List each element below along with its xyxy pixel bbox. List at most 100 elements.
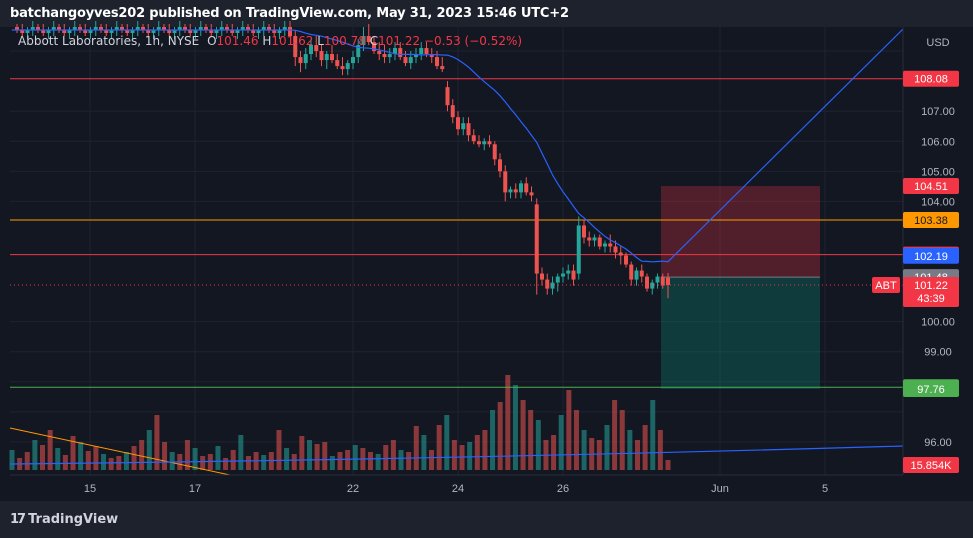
candle-body (414, 54, 418, 58)
candle-body (293, 36, 298, 58)
volume-bar (291, 454, 297, 470)
candle-body (240, 27, 245, 31)
volume-bar (429, 450, 435, 470)
candle-body (141, 27, 145, 31)
volume-bar (47, 430, 53, 470)
candle-body (209, 30, 214, 34)
volume-bar (40, 445, 46, 470)
candle-body (566, 270, 571, 274)
volume-bar (634, 440, 640, 470)
candle-body (540, 273, 544, 280)
price-tick: 96.00 (924, 437, 952, 449)
candle-body (487, 141, 492, 145)
candle-body (529, 192, 534, 196)
volume-bar (505, 375, 511, 470)
volume-bar (558, 415, 564, 470)
volume-bar (192, 448, 198, 470)
legend-high-label: H (262, 34, 272, 48)
volume-bar (604, 425, 610, 470)
candle-body (104, 30, 109, 34)
candle-body (519, 183, 523, 193)
volume-bar (665, 460, 671, 470)
footer-bar (0, 501, 973, 538)
candle-body (372, 42, 376, 52)
volume-bar (573, 410, 579, 470)
legend-close-value: 101.22 (378, 34, 421, 48)
candle-body (650, 282, 655, 289)
candle-body (41, 30, 46, 34)
volume-bar (108, 458, 114, 470)
candle-body (429, 54, 434, 58)
volume-bar (230, 450, 236, 470)
candle-body (471, 135, 476, 142)
candle-body (15, 27, 19, 31)
legend-low-label: L (317, 34, 324, 48)
legend-close-label: C (369, 34, 379, 48)
candle-body (503, 171, 508, 193)
volume-bar (261, 455, 267, 470)
volume-ma-line (9, 445, 904, 465)
volume-bar (581, 430, 587, 470)
candle-body (251, 30, 256, 34)
tradingview-logo[interactable]: 17 TradingView (10, 512, 118, 527)
candle-body (440, 66, 445, 70)
symbol-tag: ABT (875, 280, 897, 292)
volume-bar (512, 385, 518, 470)
volume-bar (62, 455, 68, 470)
time-tick: 5 (822, 483, 828, 495)
candle-body (366, 36, 371, 43)
candle-body (288, 27, 292, 37)
position-price-tag: 97.76 (917, 384, 945, 396)
last-price-countdown: 43:39 (917, 293, 945, 305)
volume-bar (421, 435, 427, 470)
candle-body (608, 243, 613, 247)
volume-bar (215, 446, 221, 470)
legend-change: −0.53 (−0.52%) (423, 34, 523, 48)
volume-bar (482, 430, 488, 470)
publisher-text: batchangoyves202 published on TradingVie… (10, 6, 569, 21)
line-price-tag-bg (903, 70, 959, 87)
line-price-tag: 103.38 (914, 215, 948, 227)
candle-body (298, 57, 303, 64)
candle-body (587, 237, 592, 241)
candle-body (109, 30, 114, 34)
position-price-tag-bg (903, 178, 959, 195)
volume-bar (139, 440, 145, 470)
candle-body (261, 27, 266, 31)
line-price-tag-bg (903, 212, 959, 229)
volume-bar (383, 445, 389, 470)
volume-bar (245, 456, 251, 470)
candle-body (597, 237, 602, 247)
last-price-tag-bg (903, 276, 959, 307)
candle-body (576, 225, 581, 274)
volume-bar (146, 430, 152, 470)
candle-body (419, 48, 424, 55)
volume-bar (596, 440, 602, 470)
legend-low-value: 100.78 (323, 34, 366, 48)
volume-bar (497, 402, 503, 470)
candle-body (230, 30, 235, 34)
volume-bar (619, 410, 625, 470)
candle-body (356, 45, 361, 58)
volume-bar (490, 410, 496, 470)
volume-bar (451, 440, 457, 470)
candle-body (135, 27, 140, 31)
volume-bar (375, 454, 381, 470)
volume-bar (78, 442, 84, 470)
candle-body (424, 48, 429, 55)
candle-body (335, 60, 340, 67)
candle-body (25, 30, 30, 34)
position-price-tag: 102.19 (914, 251, 948, 263)
volume-bar (314, 444, 320, 470)
candle-body (629, 264, 634, 280)
volume-bar (398, 450, 404, 470)
line-price-tag: 108.08 (914, 74, 948, 86)
candle-body (72, 27, 77, 31)
volume-bar (650, 400, 656, 470)
candle-body (477, 141, 481, 145)
volume-bar (299, 436, 305, 470)
volume-bar (70, 436, 76, 470)
volume-bar (223, 458, 229, 470)
candle-body (345, 63, 350, 70)
